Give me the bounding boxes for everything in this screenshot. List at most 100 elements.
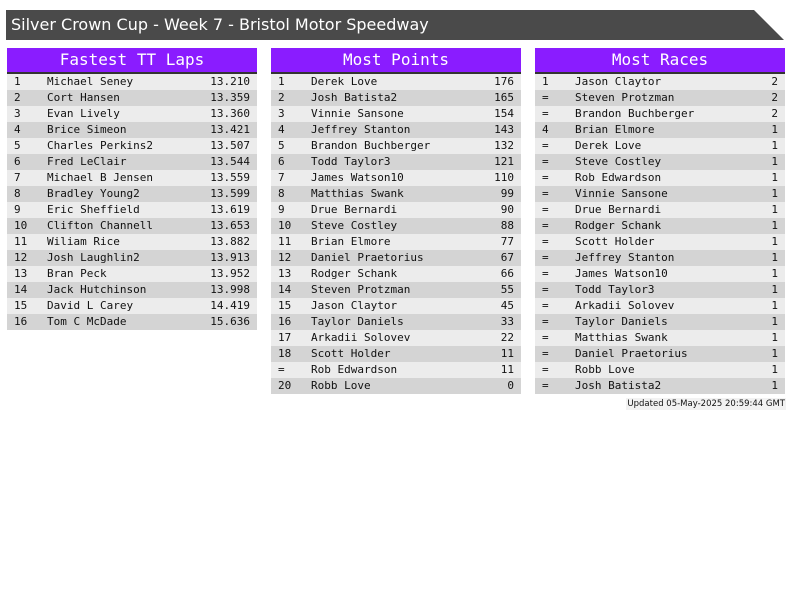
- value: 165: [494, 91, 514, 104]
- position: =: [542, 219, 549, 232]
- table-row: = Steve Costley 1: [535, 154, 785, 170]
- driver-name: Josh Batista2: [311, 91, 398, 104]
- position: =: [542, 155, 549, 168]
- position: 7: [278, 171, 285, 184]
- driver-name: Scott Holder: [311, 347, 391, 360]
- table-row: = Drue Bernardi 1: [535, 202, 785, 218]
- table-row: 6 Todd Taylor3 121: [271, 154, 521, 170]
- table-row: = Todd Taylor3 1: [535, 282, 785, 298]
- position: 17: [278, 331, 292, 344]
- value: 13.913: [210, 251, 250, 264]
- value: 0: [507, 379, 514, 392]
- value: 154: [494, 107, 514, 120]
- table-row: 20 Robb Love 0: [271, 378, 521, 394]
- value: 13.599: [210, 187, 250, 200]
- table-row: 4 Brian Elmore 1: [535, 122, 785, 138]
- driver-name: Jeffrey Stanton: [575, 251, 675, 264]
- value: 11: [500, 347, 514, 360]
- position: 9: [14, 203, 21, 216]
- table-row: 7 Michael B Jensen 13.559: [7, 170, 257, 186]
- value: 176: [494, 75, 514, 88]
- table-row: 5 Charles Perkins2 13.507: [7, 138, 257, 154]
- table-row: 15 Jason Claytor 45: [271, 298, 521, 314]
- driver-name: Taylor Daniels: [575, 315, 668, 328]
- value: 13.653: [210, 219, 250, 232]
- driver-name: Evan Lively: [47, 107, 120, 120]
- position: =: [542, 315, 549, 328]
- table-row: 4 Brice Simeon 13.421: [7, 122, 257, 138]
- table-heading: Fastest TT Laps: [7, 48, 257, 74]
- driver-name: Jeffrey Stanton: [311, 123, 411, 136]
- driver-name: Charles Perkins2: [47, 139, 153, 152]
- position: 4: [542, 123, 549, 136]
- position: 7: [14, 171, 21, 184]
- table-row: 11 Brian Elmore 77: [271, 234, 521, 250]
- value: 132: [494, 139, 514, 152]
- table-row: = James Watson10 1: [535, 266, 785, 282]
- table-row: 17 Arkadii Solovev 22: [271, 330, 521, 346]
- table-row: 16 Taylor Daniels 33: [271, 314, 521, 330]
- position: 13: [278, 267, 292, 280]
- table-row: 5 Brandon Buchberger 132: [271, 138, 521, 154]
- position: 2: [14, 91, 21, 104]
- value: 67: [500, 251, 514, 264]
- table-row: 2 Josh Batista2 165: [271, 90, 521, 106]
- position: 4: [278, 123, 285, 136]
- table-row: 6 Fred LeClair 13.544: [7, 154, 257, 170]
- table-row: 13 Bran Peck 13.952: [7, 266, 257, 282]
- position: 9: [278, 203, 285, 216]
- position: =: [542, 379, 549, 392]
- value: 1: [771, 267, 778, 280]
- position: 14: [14, 283, 28, 296]
- driver-name: Tom C McDade: [47, 315, 127, 328]
- table-row: = Daniel Praetorius 1: [535, 346, 785, 362]
- position: 15: [278, 299, 292, 312]
- value: 1: [771, 283, 778, 296]
- position: =: [542, 363, 549, 376]
- position: 11: [278, 235, 292, 248]
- value: 1: [771, 171, 778, 184]
- driver-name: Robb Love: [311, 379, 371, 392]
- table-row: 16 Tom C McDade 15.636: [7, 314, 257, 330]
- driver-name: Wiliam Rice: [47, 235, 120, 248]
- value: 13.359: [210, 91, 250, 104]
- driver-name: Steve Costley: [575, 155, 662, 168]
- table-row: 12 Daniel Praetorius 67: [271, 250, 521, 266]
- position: 10: [278, 219, 292, 232]
- driver-name: Matthias Swank: [311, 187, 404, 200]
- position: 6: [278, 155, 285, 168]
- position: =: [542, 171, 549, 184]
- position: 1: [542, 75, 549, 88]
- value: 13.507: [210, 139, 250, 152]
- table-row: 4 Jeffrey Stanton 143: [271, 122, 521, 138]
- page-title: Silver Crown Cup - Week 7 - Bristol Moto…: [6, 10, 784, 40]
- position: 3: [278, 107, 285, 120]
- driver-name: Robb Love: [575, 363, 635, 376]
- driver-name: Brandon Buchberger: [311, 139, 431, 152]
- driver-name: Rodger Schank: [575, 219, 662, 232]
- table-row: 9 Eric Sheffield 13.619: [7, 202, 257, 218]
- table-row: = Derek Love 1: [535, 138, 785, 154]
- table-row: 10 Clifton Channell 13.653: [7, 218, 257, 234]
- position: 11: [14, 235, 28, 248]
- table-row: = Steven Protzman 2: [535, 90, 785, 106]
- driver-name: James Watson10: [311, 171, 404, 184]
- table-row: = Josh Batista2 1: [535, 378, 785, 394]
- driver-name: Josh Laughlin2: [47, 251, 140, 264]
- driver-name: Jason Claytor: [575, 75, 662, 88]
- value: 1: [771, 347, 778, 360]
- table-row: 7 James Watson10 110: [271, 170, 521, 186]
- position: 3: [14, 107, 21, 120]
- position: 4: [14, 123, 21, 136]
- table-row: 8 Bradley Young2 13.599: [7, 186, 257, 202]
- table-row: 13 Rodger Schank 66: [271, 266, 521, 282]
- driver-name: Drue Bernardi: [575, 203, 662, 216]
- value: 2: [771, 107, 778, 120]
- value: 13.619: [210, 203, 250, 216]
- position: =: [542, 139, 549, 152]
- driver-name: Arkadii Solovev: [575, 299, 675, 312]
- position: 1: [14, 75, 21, 88]
- driver-name: Steven Protzman: [575, 91, 675, 104]
- position: 8: [278, 187, 285, 200]
- position: 15: [14, 299, 28, 312]
